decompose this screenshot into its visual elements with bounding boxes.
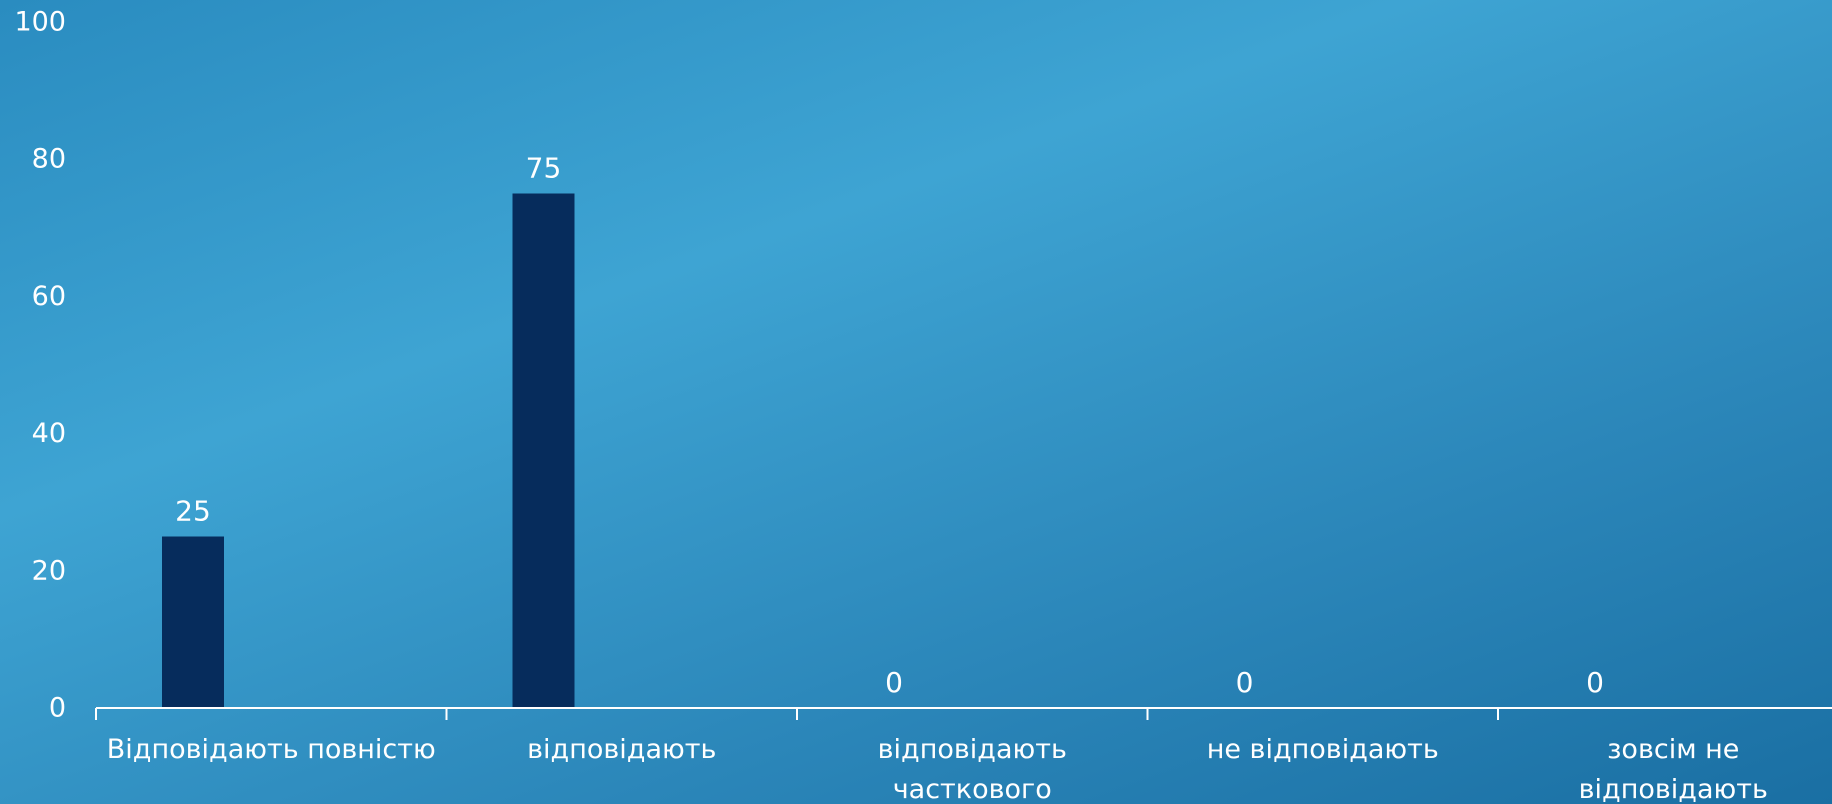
data-label: 0 xyxy=(1586,666,1604,699)
y-tick-label: 0 xyxy=(49,693,66,724)
x-category-label: часткового xyxy=(893,774,1052,804)
data-label: 25 xyxy=(175,495,211,528)
data-label: 75 xyxy=(526,152,562,185)
x-category-label: відповідають xyxy=(527,734,716,765)
data-label: 0 xyxy=(1236,666,1254,699)
x-category-label: не відповідають xyxy=(1207,734,1439,765)
y-tick-label: 100 xyxy=(14,7,66,38)
x-category-label: Відповідають повністю xyxy=(107,734,436,765)
y-tick-label: 80 xyxy=(32,144,66,175)
bar xyxy=(162,536,224,708)
y-tick-label: 40 xyxy=(32,418,66,449)
x-category-label: зовсім не xyxy=(1607,734,1739,765)
x-category-label: відповідають xyxy=(1579,774,1768,804)
data-label: 0 xyxy=(885,666,903,699)
y-tick-label: 60 xyxy=(32,281,66,312)
bar xyxy=(512,193,575,708)
x-category-label: відповідають xyxy=(878,734,1067,765)
y-tick-label: 20 xyxy=(32,555,66,586)
